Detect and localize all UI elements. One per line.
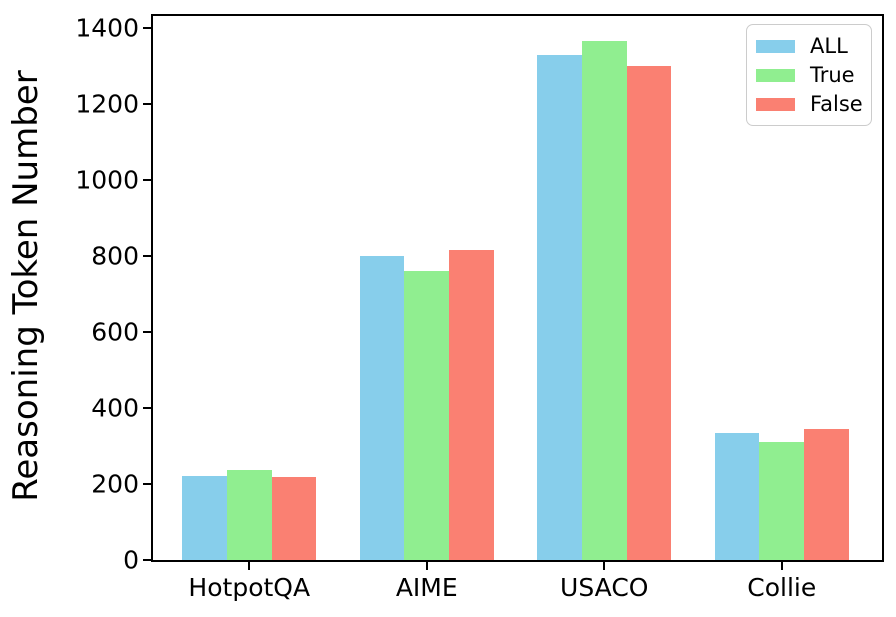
legend-swatch-icon xyxy=(756,68,795,82)
x-tick-label-collie: Collie xyxy=(747,573,817,602)
y-tick-label: 200 xyxy=(91,469,139,499)
bar-hotpotqa-false xyxy=(271,477,317,560)
legend-label: True xyxy=(810,63,855,87)
x-tick-mark xyxy=(603,562,606,570)
y-tick-mark xyxy=(143,179,151,182)
y-tick-mark xyxy=(143,559,151,561)
y-tick-mark xyxy=(143,103,151,106)
y-tick-label: 1400 xyxy=(75,13,139,43)
bar-hotpotqa-true xyxy=(226,469,272,560)
x-tick-label-hotpotqa: HotpotQA xyxy=(188,573,311,602)
y-tick-label: 1000 xyxy=(75,165,139,195)
legend-swatch-icon xyxy=(756,39,795,53)
bar-aime-true xyxy=(404,271,450,560)
x-tick-mark xyxy=(425,562,428,570)
y-tick-mark xyxy=(143,483,151,486)
legend-item-all: ALL xyxy=(756,33,861,59)
x-tick-mark xyxy=(780,562,783,570)
y-tick-mark xyxy=(143,27,151,30)
y-tick-mark xyxy=(143,407,151,410)
legend-label: False xyxy=(810,92,863,116)
legend-label: ALL xyxy=(810,34,848,58)
legend-item-true: True xyxy=(756,62,861,88)
bar-collie-true xyxy=(759,442,805,560)
bar-aime-all xyxy=(359,256,405,560)
y-tick-label: 1200 xyxy=(75,89,139,119)
bar-hotpotqa-all xyxy=(182,476,227,560)
y-tick-mark xyxy=(143,255,151,258)
y-tick-label: 800 xyxy=(91,241,139,271)
y-tick-mark xyxy=(143,331,151,334)
y-tick-label: 400 xyxy=(91,393,139,423)
legend: ALL True False xyxy=(746,24,872,126)
plot-area: 0 200 400 600 800 1000 1200 1400 HotpotQA AIME US… xyxy=(75,14,884,602)
y-tick-label: 0 xyxy=(123,545,139,575)
x-tick-label-aime: AIME xyxy=(395,573,458,602)
bar-usaco-all xyxy=(537,54,582,560)
y-axis-label: Reasoning Token Number xyxy=(6,70,46,502)
legend-item-false: False xyxy=(756,91,863,117)
bar-collie-false xyxy=(804,428,849,560)
bar-usaco-true xyxy=(581,41,627,560)
legend-swatch-icon xyxy=(756,97,795,111)
x-tick-mark xyxy=(248,562,251,570)
bar-collie-all xyxy=(714,432,760,560)
bar-usaco-false xyxy=(626,66,672,560)
y-tick-label: 600 xyxy=(91,317,139,347)
x-tick-label-usaco: USACO xyxy=(560,573,649,602)
bar-aime-false xyxy=(449,250,494,560)
